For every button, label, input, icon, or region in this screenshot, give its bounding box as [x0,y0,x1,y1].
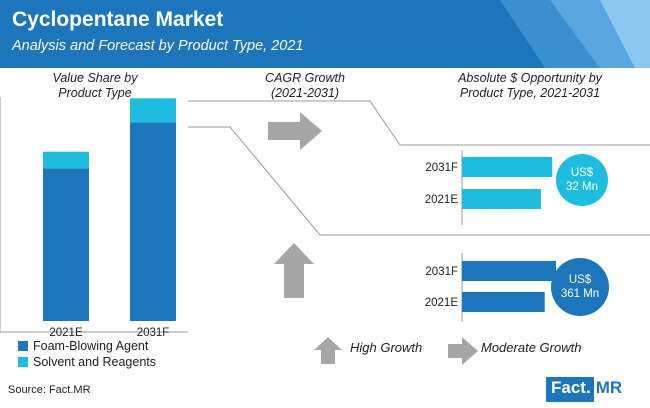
opportunity-chart-foam: 2031F 2021E [425,261,556,312]
banner-graphic [0,0,650,68]
legend-label: Foam-Blowing Agent [33,339,149,353]
legend-high-growth-arrow [314,337,342,364]
y-tick-label: 2021E [425,194,459,206]
section-heading-cagr: CAGR Growth (2021-2031) [240,71,370,101]
guide-line-lower [188,126,650,236]
heading-line: Product Type [58,86,132,100]
logo-part: Fact. [546,377,594,402]
heading-line: (2021-2031) [270,86,340,100]
bar-segment [130,122,176,321]
legend-moderate-growth-arrow [448,337,478,365]
logo-part: MR [595,378,623,397]
legend-swatch [18,357,28,367]
page-title: Cyclopentane Market [12,8,224,31]
header-banner: Cyclopentane Market Analysis and Forecas… [0,0,650,68]
opportunity-bar [462,292,545,312]
legend-moderate-growth: Moderate Growth [481,340,581,355]
bubble-currency: US$ [568,274,592,286]
y-tick-label: 2031F [425,162,458,174]
legend-item-solvent: Solvent and Reagents [18,355,156,369]
legend-label: Moderate Growth [481,340,582,355]
legend-item-foam: Foam-Blowing Agent [18,339,148,353]
x-tick-label: 2021E [49,327,83,339]
axis-bracket [0,97,188,333]
heading-line: CAGR Growth [265,71,345,85]
bar-segment [43,151,89,169]
factmr-logo: Fact. MR [546,377,622,402]
opportunity-bar [462,189,541,209]
stacked-bar-chart: 2021E 2031F [43,98,176,339]
x-tick-label: 2031F [137,327,170,339]
guide-line-upper [188,100,650,146]
bar-segment [43,168,89,321]
source-note: Source: Fact.MR [8,384,91,396]
opportunity-chart-solvent: 2031F 2021E [425,157,553,209]
bubble-value: 361 Mn [560,288,600,300]
y-tick-label: 2021E [425,297,459,309]
heading-line: Absolute $ Opportunity by [458,71,602,85]
arrows [268,112,478,365]
legend-high-growth: High Growth [350,340,422,355]
bubble-value: 32 Mn [566,181,598,193]
opportunity-bar [462,157,553,177]
legend-label: Solvent and Reagents [33,355,157,369]
high-growth-arrow [274,243,314,298]
section-heading-value-share: Value Share by Product Type [30,71,160,101]
heading-line: Value Share by [52,71,138,85]
y-tick-label: 2031F [425,266,458,278]
opportunity-bar [462,261,556,281]
legend-swatch [18,341,28,351]
page-subtitle: Analysis and Forecast by Product Type, 2… [12,38,304,54]
bubble-currency: US$ [570,167,594,179]
heading-line: Product Type, 2021-2031 [459,86,601,100]
opportunity-bubble-foam: US$ 361 Mn [551,258,609,316]
section-heading-absolute: Absolute $ Opportunity by Product Type, … [425,71,635,101]
opportunity-bubble-solvent: US$ 32 Mn [556,154,608,206]
bar-segment [130,98,176,123]
legend-label: High Growth [350,340,423,355]
moderate-growth-arrow [268,112,322,150]
